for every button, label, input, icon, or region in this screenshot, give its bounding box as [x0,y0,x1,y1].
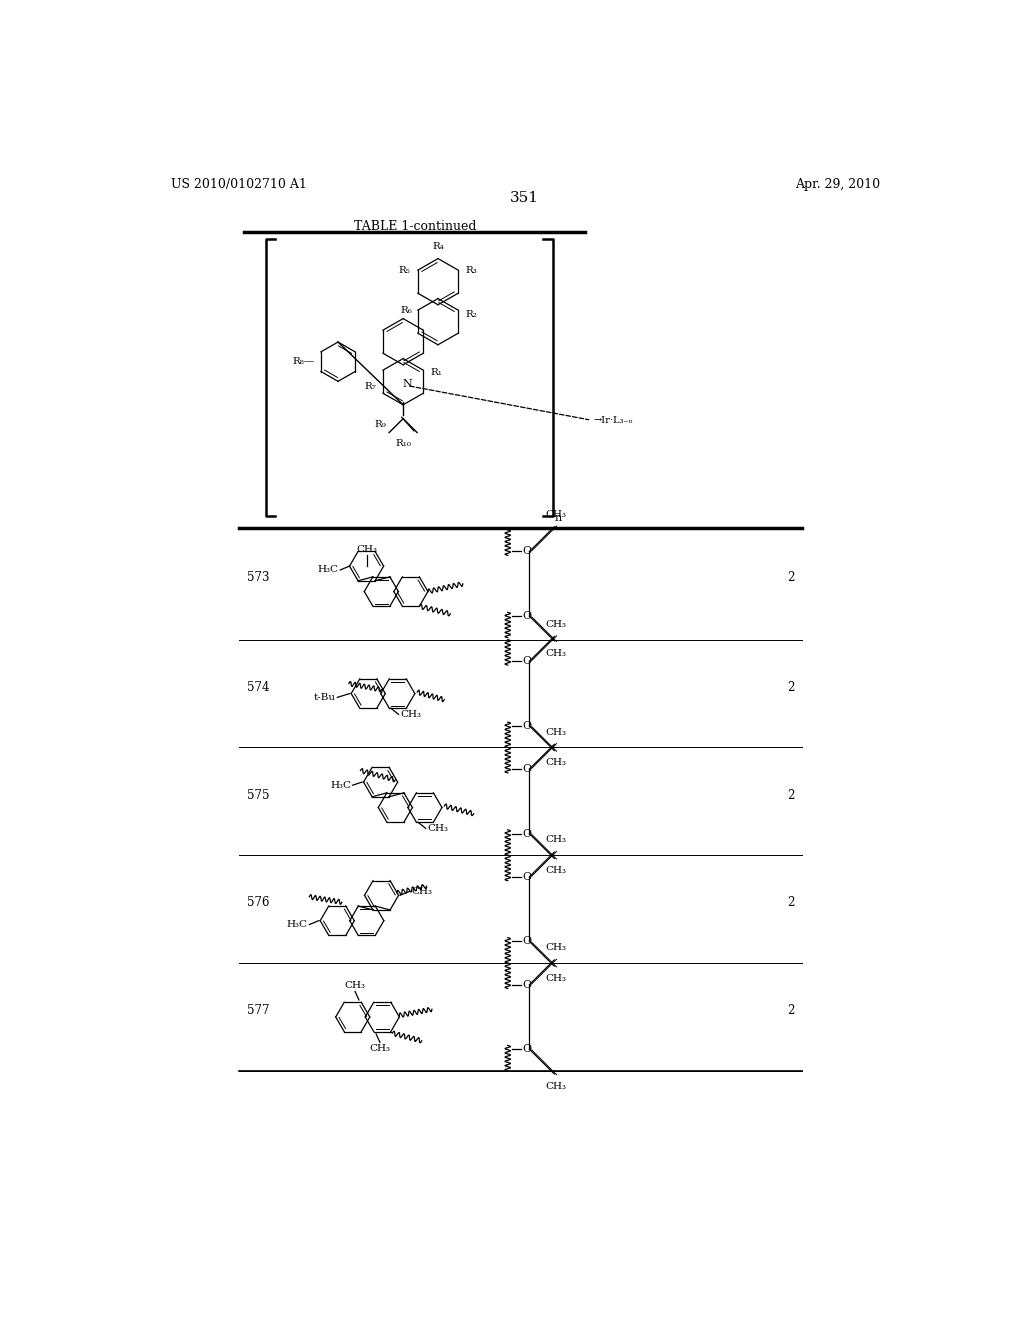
Text: R₁₀: R₁₀ [395,438,411,447]
Text: R₇: R₇ [365,381,376,391]
Text: 2: 2 [787,681,795,694]
Text: CH₃: CH₃ [546,758,566,767]
Text: 351: 351 [510,191,540,205]
Text: CH₃: CH₃ [370,1044,390,1053]
Text: CH₃: CH₃ [546,510,566,519]
Text: R₉: R₉ [374,420,386,429]
Text: n: n [554,512,561,523]
Text: →Ir·L₃₋ₙ: →Ir·L₃₋ₙ [594,416,634,425]
Text: R₅: R₅ [398,265,410,275]
Text: R₁: R₁ [430,368,442,378]
Text: 2: 2 [787,1005,795,1018]
Text: O: O [522,721,531,731]
Text: O: O [522,1044,531,1055]
Text: 574: 574 [247,681,269,694]
Text: N: N [402,379,412,389]
Text: CH₃: CH₃ [546,944,566,952]
Text: O: O [522,546,531,557]
Text: 576: 576 [247,896,269,909]
Text: O: O [522,829,531,838]
Text: H₃C: H₃C [330,780,351,789]
Text: R₄: R₄ [432,242,444,251]
Text: O: O [522,979,531,990]
Text: CH₃: CH₃ [356,545,377,554]
Text: O: O [522,656,531,667]
Text: R₆: R₆ [400,306,413,314]
Text: O: O [522,764,531,774]
Text: t-Bu: t-Bu [313,693,336,702]
Text: H₃C: H₃C [287,920,308,929]
Text: O: O [522,871,531,882]
Text: 577: 577 [247,1005,269,1018]
Text: CH₃: CH₃ [411,887,432,896]
Text: 575: 575 [247,788,269,801]
Text: CH₃: CH₃ [400,710,421,719]
Text: CH₃: CH₃ [546,727,566,737]
Text: R₈—: R₈— [292,358,314,366]
Text: O: O [522,936,531,946]
Text: CH₃: CH₃ [344,981,366,990]
Text: 573: 573 [247,572,269,585]
Text: CH₃: CH₃ [546,620,566,628]
Text: CH₃: CH₃ [546,866,566,875]
Text: H₃C: H₃C [317,565,339,574]
Text: 2: 2 [787,896,795,909]
Text: CH₃: CH₃ [546,974,566,983]
Text: O: O [522,611,531,622]
Text: CH₃: CH₃ [546,648,566,657]
Text: US 2010/0102710 A1: US 2010/0102710 A1 [171,178,306,190]
Text: CH₃: CH₃ [427,824,449,833]
Text: R₃: R₃ [466,265,477,275]
Text: TABLE 1-continued: TABLE 1-continued [353,220,476,234]
Text: 2: 2 [787,572,795,585]
Text: 2: 2 [787,788,795,801]
Text: Apr. 29, 2010: Apr. 29, 2010 [795,178,880,190]
Text: R₂: R₂ [466,310,478,319]
Text: CH₃: CH₃ [546,836,566,845]
Text: CH₃: CH₃ [546,1081,566,1090]
